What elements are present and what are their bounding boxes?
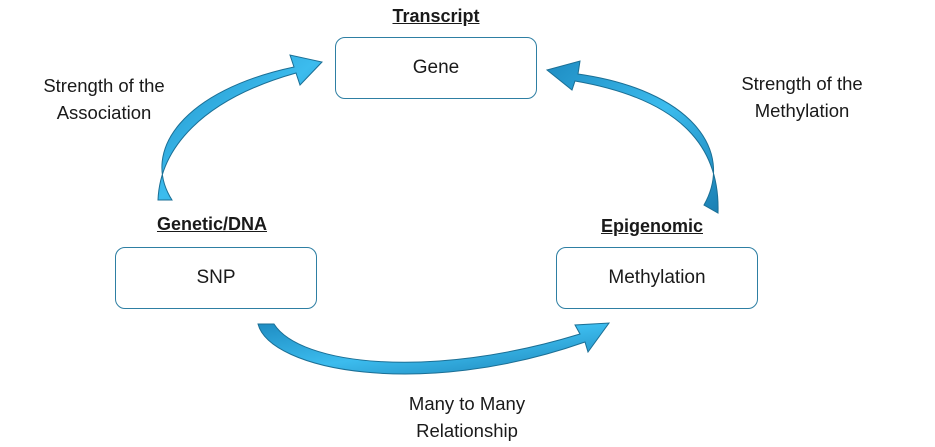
methylation-node: Methylation [556,247,758,309]
arrow-snp-to-methylation [257,322,611,375]
edge-label-methylation-line1: Strength of the [741,73,863,94]
methylation-heading: Epigenomic [600,216,703,236]
edge-label-methylation-line2: Methylation [754,100,850,121]
gene-node: Gene [335,37,537,99]
gene-heading: Transcript [392,6,480,26]
edge-label-association-line1: Strength of the [43,75,165,96]
methylation-label: Methylation [608,267,706,288]
edge-label-relationship-line1: Many to Many [408,393,526,414]
snp-heading: Genetic/DNA [156,214,268,234]
edge-label-association: Strength of the Association [14,72,194,126]
edge-label-association-line2: Association [56,102,152,123]
edge-label-relationship: Many to Many Relationship [377,390,557,444]
arrow-snp-to-gene [157,54,323,201]
snp-label: SNP [196,267,236,288]
arrow-methylation-to-gene [545,60,719,214]
edge-label-methylation: Strength of the Methylation [712,70,892,124]
snp-node: SNP [115,247,317,309]
edge-label-relationship-line2: Relationship [416,420,518,441]
gene-label: Gene [412,57,460,78]
